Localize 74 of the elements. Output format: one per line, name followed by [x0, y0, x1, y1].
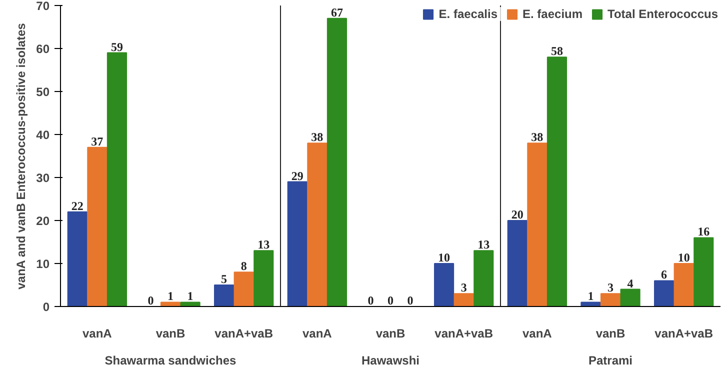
data-label: 10 [678, 250, 690, 264]
bar [234, 272, 254, 306]
x-tick-label: vanA+vaB [214, 326, 274, 340]
text: Patrami [588, 354, 633, 368]
bar [67, 211, 88, 306]
data-label: 59 [110, 40, 123, 54]
text: Hawawshi [361, 354, 420, 368]
data-label: 3 [460, 280, 467, 295]
data-label: 0 [368, 294, 374, 308]
y-tick-label: 20 [36, 214, 50, 228]
y-tick-label: 40 [36, 128, 50, 142]
data-label: 1 [187, 289, 194, 304]
x-tick-label: vanA [82, 326, 112, 340]
data-label: 13 [258, 238, 270, 252]
legend-label: Total Enterococcus [608, 7, 718, 21]
y-tick-label: 50 [36, 85, 50, 99]
bar [527, 142, 548, 306]
bar [307, 142, 328, 306]
x-tick-label: vanA [302, 326, 332, 340]
data-label: 29 [291, 168, 304, 183]
data-label: 13 [478, 238, 490, 252]
x-tick-label: vanA [522, 326, 552, 340]
data-label: 6 [661, 268, 668, 282]
legend-label: E. faecium [522, 7, 583, 21]
data-label: 20 [511, 208, 524, 222]
bar [580, 302, 601, 306]
x-tick-label: vanB [376, 326, 406, 340]
bar [474, 250, 494, 306]
bar [507, 220, 528, 306]
x-tick-label: vanB [596, 326, 626, 340]
data-label: 1 [168, 289, 174, 304]
bar [694, 237, 714, 306]
data-label: 0 [388, 294, 394, 308]
bar [546, 56, 567, 306]
bar [87, 146, 108, 306]
bar [160, 302, 181, 306]
data-label: 4 [627, 276, 634, 290]
bar [180, 302, 200, 306]
y-tick-label: 10 [36, 257, 50, 271]
x-tick-label: vanB [156, 326, 186, 340]
bar [600, 293, 621, 306]
data-label: 3 [608, 280, 614, 295]
data-label: 38 [311, 130, 324, 144]
bar [620, 288, 640, 306]
y-tick-label: 70 [36, 0, 50, 13]
x-tick-label: vanA+vaB [654, 326, 714, 340]
data-label: 5 [221, 272, 228, 286]
legend-label: E. faecalis [438, 7, 498, 21]
data-label: 1 [588, 289, 594, 304]
data-label: 0 [407, 294, 414, 308]
y-tick-label: 0 [42, 300, 50, 314]
data-label: 37 [91, 134, 104, 148]
bar [454, 293, 474, 306]
text: Shawarma sandwiches [104, 354, 237, 368]
bar [106, 52, 127, 306]
bar [674, 263, 694, 306]
data-label: 8 [240, 259, 247, 274]
data-label: 16 [698, 224, 710, 239]
bar [287, 181, 308, 306]
x-tick-label: vanA+vaB [434, 326, 494, 340]
bar [434, 263, 454, 306]
y-tick-label: 30 [36, 171, 50, 185]
data-label: 38 [531, 130, 544, 144]
y-tick-label: 60 [36, 42, 50, 56]
data-label: 22 [71, 198, 84, 213]
data-label: 67 [330, 5, 343, 20]
y-axis-title: vanA and vanB Enterococcus-positive isolates [14, 22, 28, 290]
bar [214, 284, 234, 306]
data-label: 0 [148, 294, 154, 308]
data-label: 10 [438, 250, 450, 264]
bar [654, 280, 674, 306]
bar [326, 18, 347, 306]
bar [254, 250, 274, 306]
data-label: 58 [550, 44, 563, 58]
